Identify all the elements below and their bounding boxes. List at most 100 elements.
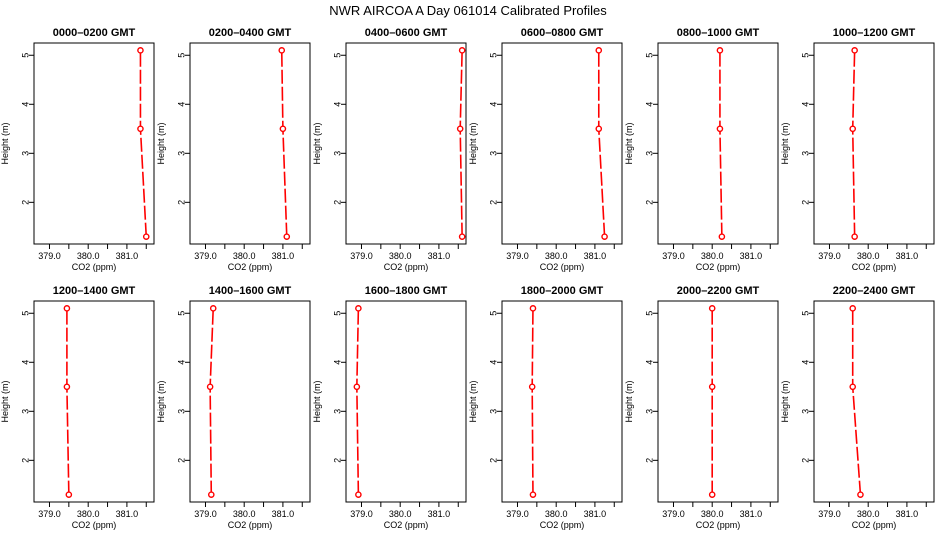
y-tick-label: 2 bbox=[20, 458, 30, 463]
y-tick-label: 2 bbox=[176, 200, 186, 205]
x-tick-label: 381.0 bbox=[272, 251, 295, 261]
x-tick-label: 381.0 bbox=[740, 251, 763, 261]
y-tick-label: 2 bbox=[800, 200, 810, 205]
profile-line bbox=[851, 308, 862, 495]
x-tick-label: 379.0 bbox=[818, 509, 841, 519]
x-tick-label: 379.0 bbox=[350, 251, 373, 261]
profile-panel: 0800–1000 GMT 379.0 380.0 381.0 2 3 4 5 CO2 (ppm… bbox=[624, 27, 779, 272]
y-tick-label: 2 bbox=[176, 458, 186, 463]
x-tick-label: 380.0 bbox=[701, 251, 724, 261]
plot-frame bbox=[813, 300, 935, 503]
data-point bbox=[716, 125, 724, 133]
plot-frame bbox=[501, 300, 623, 503]
x-tick-label: 381.0 bbox=[740, 509, 763, 519]
y-tick-label: 2 bbox=[332, 200, 342, 205]
x-tick-label: 379.0 bbox=[38, 251, 61, 261]
y-tick-label: 2 bbox=[488, 200, 498, 205]
data-point bbox=[63, 383, 71, 391]
y-tick-label: 5 bbox=[800, 53, 810, 58]
y-tick-label: 3 bbox=[332, 409, 342, 414]
y-tick-label: 2 bbox=[644, 200, 654, 205]
profile-panel: 1400–1600 GMT 379.0 380.0 381.0 2 3 4 5 CO2 (ppm… bbox=[156, 285, 311, 530]
panel-title: 2000–2200 GMT bbox=[677, 285, 760, 297]
data-point bbox=[595, 125, 603, 133]
y-tick-label: 3 bbox=[176, 409, 186, 414]
profile-panel: 1200–1400 GMT 379.0 380.0 381.0 2 3 4 5 CO2 (ppm… bbox=[0, 285, 155, 530]
data-point bbox=[708, 305, 716, 312]
y-tick-label: 4 bbox=[176, 360, 186, 365]
x-axis-label: CO2 (ppm) bbox=[384, 262, 429, 272]
plot-frame bbox=[345, 300, 467, 503]
y-tick-label: 3 bbox=[20, 151, 30, 156]
panel-title: 0600–0800 GMT bbox=[521, 27, 604, 39]
plot-frame bbox=[33, 42, 155, 245]
x-axis-label: CO2 (ppm) bbox=[696, 520, 741, 530]
x-tick-label: 379.0 bbox=[662, 509, 685, 519]
plot-frame bbox=[345, 42, 467, 245]
y-tick-label: 3 bbox=[332, 151, 342, 156]
y-tick-label: 5 bbox=[176, 311, 186, 316]
x-axis-label: CO2 (ppm) bbox=[72, 520, 117, 530]
data-point bbox=[63, 305, 71, 312]
y-tick-label: 3 bbox=[20, 409, 30, 414]
data-point bbox=[718, 233, 726, 240]
profile-line bbox=[209, 308, 215, 495]
y-tick-label: 5 bbox=[488, 53, 498, 58]
panel-title: 2200–2400 GMT bbox=[833, 285, 916, 297]
y-axis-label: Height (m) bbox=[156, 122, 166, 164]
y-tick-label: 4 bbox=[20, 360, 30, 365]
y-tick-label: 4 bbox=[332, 102, 342, 107]
data-point bbox=[137, 125, 144, 133]
data-point bbox=[278, 47, 286, 54]
data-point bbox=[849, 383, 857, 391]
x-axis-label: CO2 (ppm) bbox=[228, 520, 273, 530]
x-tick-label: 380.0 bbox=[389, 509, 412, 519]
plot-frame bbox=[189, 300, 311, 503]
x-tick-label: 379.0 bbox=[350, 509, 373, 519]
x-axis-label: CO2 (ppm) bbox=[72, 262, 117, 272]
profile-line bbox=[531, 308, 534, 495]
y-tick-label: 4 bbox=[176, 102, 186, 107]
x-tick-label: 381.0 bbox=[116, 251, 139, 261]
profile-line bbox=[597, 50, 606, 237]
x-tick-label: 381.0 bbox=[116, 509, 139, 519]
data-point bbox=[849, 305, 857, 312]
x-tick-label: 381.0 bbox=[896, 509, 919, 519]
x-axis-label: CO2 (ppm) bbox=[852, 520, 897, 530]
data-point bbox=[207, 491, 215, 498]
x-tick-label: 380.0 bbox=[233, 509, 256, 519]
panel-title: 0400–0600 GMT bbox=[365, 27, 448, 39]
panel-title: 1200–1400 GMT bbox=[53, 285, 136, 297]
y-tick-label: 5 bbox=[332, 311, 342, 316]
data-point bbox=[279, 125, 287, 133]
y-tick-label: 4 bbox=[488, 360, 498, 365]
panel-title: 1600–1800 GMT bbox=[365, 285, 448, 297]
y-tick-label: 4 bbox=[488, 102, 498, 107]
y-tick-label: 3 bbox=[800, 409, 810, 414]
x-tick-label: 379.0 bbox=[818, 251, 841, 261]
y-tick-label: 4 bbox=[332, 360, 342, 365]
panel-title: 0800–1000 GMT bbox=[677, 27, 760, 39]
data-point bbox=[716, 47, 724, 54]
data-point bbox=[137, 47, 144, 54]
x-tick-label: 379.0 bbox=[662, 251, 685, 261]
y-tick-label: 3 bbox=[488, 409, 498, 414]
plot-frame bbox=[657, 42, 779, 245]
x-axis-label: CO2 (ppm) bbox=[696, 262, 741, 272]
data-point bbox=[708, 383, 716, 391]
profile-line bbox=[280, 50, 288, 237]
data-point bbox=[353, 383, 361, 391]
data-point bbox=[458, 233, 466, 240]
profile-panel: 2200–2400 GMT 379.0 380.0 381.0 2 3 4 5 CO2 (ppm… bbox=[780, 285, 935, 530]
profile-panel: 1600–1800 GMT 379.0 380.0 381.0 2 3 4 5 CO2 (ppm… bbox=[312, 285, 467, 530]
y-axis-label: Height (m) bbox=[624, 122, 634, 164]
y-tick-label: 3 bbox=[644, 409, 654, 414]
x-tick-label: 379.0 bbox=[506, 509, 529, 519]
plot-frame bbox=[501, 42, 623, 245]
data-point bbox=[849, 125, 857, 133]
data-point bbox=[209, 305, 217, 312]
data-point bbox=[595, 47, 603, 54]
x-axis-label: CO2 (ppm) bbox=[540, 262, 585, 272]
profile-panel: 0200–0400 GMT 379.0 380.0 381.0 2 3 4 5 CO2 (ppm… bbox=[156, 27, 311, 272]
